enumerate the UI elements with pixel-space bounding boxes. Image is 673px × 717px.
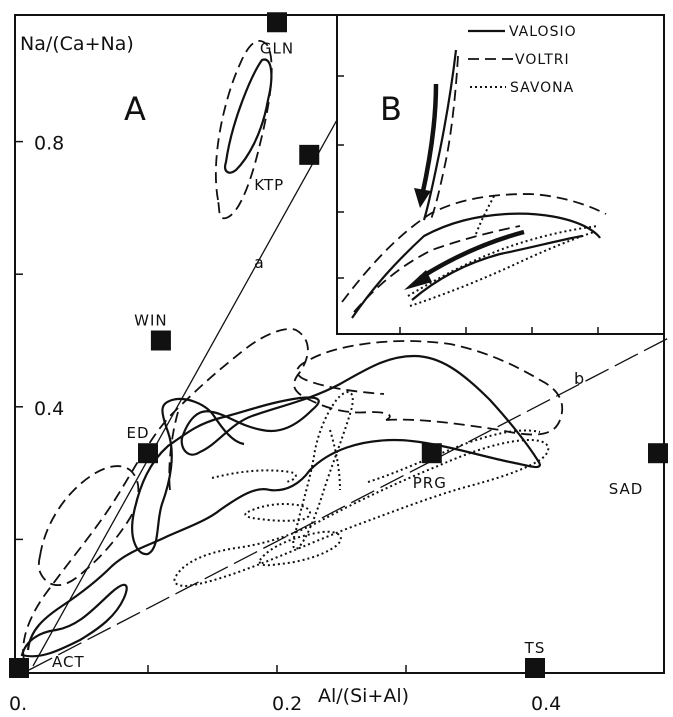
x-axis-title: Al/(Si+Al)	[318, 685, 409, 707]
savona-field	[330, 430, 340, 490]
panel-b-label: B	[380, 90, 402, 128]
inset-frame	[337, 15, 664, 334]
end-member-label: TS	[524, 639, 546, 657]
savona-field	[245, 504, 310, 521]
legend-label-valosio: VALOSIO	[509, 24, 577, 40]
end-member-marker	[151, 331, 171, 351]
y-axis-title: Na/(Ca+Na)	[20, 33, 134, 55]
end-member-label: KTP	[254, 176, 284, 194]
end-member-label: WIN	[134, 312, 167, 330]
y-tick-label: 0.4	[34, 398, 64, 420]
savona-field	[212, 470, 296, 482]
valosio-field	[22, 585, 127, 656]
end-member-label: ACT	[52, 653, 85, 671]
voltri-field	[39, 466, 139, 585]
savona-field	[368, 430, 540, 482]
end-member-label: SAD	[609, 480, 644, 498]
voltri-field	[169, 412, 178, 490]
voltri-field	[297, 341, 562, 435]
x-tick-label: 0.	[9, 693, 27, 715]
end-member-marker	[422, 443, 442, 463]
valosio-field	[28, 440, 540, 650]
valosio-field	[225, 59, 271, 172]
end-member-marker	[299, 145, 319, 165]
panel-b-inset: VALOSIO VOLTRI SAVONA B	[337, 15, 664, 334]
savona-field	[293, 392, 353, 549]
end-member-marker	[648, 443, 668, 463]
voltri-field	[23, 329, 390, 660]
end-member-marker	[267, 12, 287, 32]
end-member-marker	[138, 443, 158, 463]
end-member-label: PRG	[413, 474, 447, 492]
end-member-label: ED	[126, 424, 149, 442]
savona-field	[174, 440, 548, 586]
end-member-marker	[9, 658, 29, 678]
end-member-marker	[525, 658, 545, 678]
end-member-label: GLN	[260, 39, 294, 57]
legend-label-savona: SAVONA	[510, 80, 574, 96]
trend-line-a-label: a	[254, 253, 264, 272]
legend-label-voltri: VOLTRI	[515, 52, 570, 68]
y-tick-label: 0.8	[34, 133, 64, 155]
trend-line-b-label: b	[574, 369, 584, 388]
x-tick-label: 0.2	[272, 693, 302, 715]
panel-a-label: A	[124, 90, 146, 128]
x-tick-label: 0.4	[531, 693, 561, 715]
